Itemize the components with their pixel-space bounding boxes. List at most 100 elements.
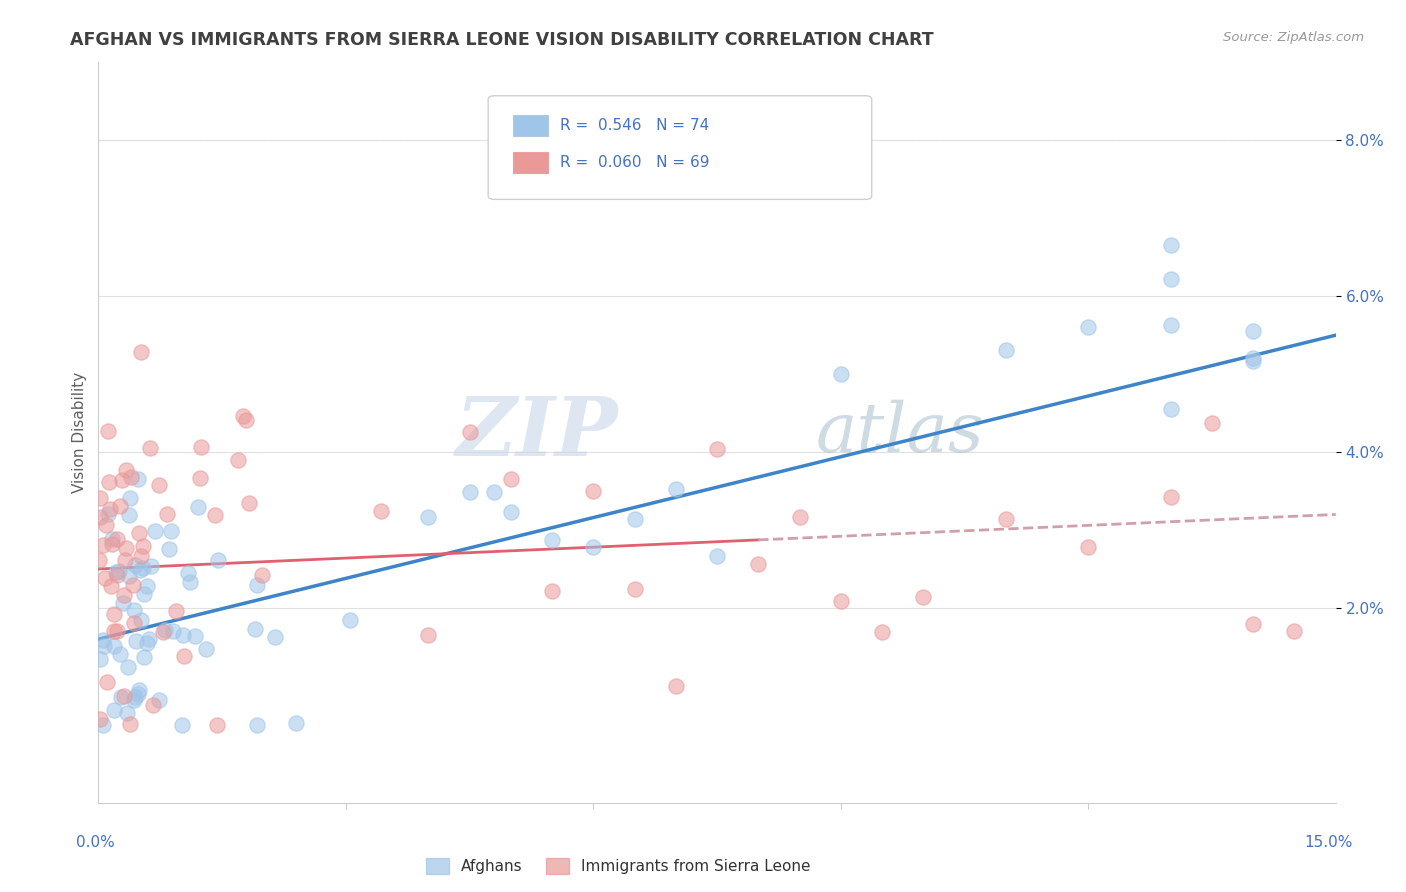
Point: [115, 541, 138, 555]
Point: [706, 549, 728, 563]
Point: [128, 525, 150, 540]
Legend: Afghans, Immigrants from Sierra Leone: Afghans, Immigrants from Sierra Leone: [420, 852, 817, 880]
Point: [1160, 401, 1182, 416]
Point: [1241, 616, 1264, 631]
Point: [100, 532, 122, 546]
Point: [110, 690, 132, 704]
Point: [89, 509, 111, 524]
Point: [162, 624, 184, 639]
Point: [110, 499, 132, 513]
Text: atlas: atlas: [815, 400, 984, 466]
Point: [148, 693, 170, 707]
Point: [124, 690, 146, 704]
Point: [122, 578, 145, 592]
FancyBboxPatch shape: [513, 152, 547, 173]
Point: [100, 536, 122, 550]
Point: [89, 712, 111, 726]
Text: R =  0.546   N = 74: R = 0.546 N = 74: [560, 118, 709, 133]
Point: [108, 647, 131, 661]
Point: [370, 504, 392, 518]
Text: AFGHAN VS IMMIGRANTS FROM SIERRA LEONE VISION DISABILITY CORRELATION CHART: AFGHAN VS IMMIGRANTS FROM SIERRA LEONE V…: [70, 31, 934, 49]
Point: [94, 518, 117, 533]
Point: [152, 625, 174, 640]
Point: [136, 579, 159, 593]
Point: [93, 718, 115, 732]
Point: [1077, 320, 1099, 334]
Point: [138, 632, 160, 646]
Point: [165, 604, 187, 618]
Point: [188, 471, 211, 485]
Text: R =  0.060   N = 69: R = 0.060 N = 69: [560, 155, 710, 169]
Point: [120, 470, 142, 484]
Point: [120, 491, 142, 505]
Point: [118, 569, 141, 583]
Point: [134, 650, 156, 665]
Point: [148, 478, 170, 492]
Point: [125, 633, 148, 648]
Point: [187, 500, 209, 514]
Point: [112, 588, 135, 602]
Point: [104, 565, 127, 579]
Point: [129, 563, 152, 577]
Point: [246, 577, 269, 591]
Point: [830, 367, 852, 381]
Point: [1241, 354, 1264, 368]
Point: [747, 558, 769, 572]
Point: [89, 652, 111, 666]
Text: ZIP: ZIP: [456, 392, 619, 473]
Point: [118, 508, 141, 522]
FancyBboxPatch shape: [513, 115, 547, 136]
Point: [706, 442, 728, 457]
Point: [122, 692, 145, 706]
Point: [115, 706, 138, 721]
Point: [139, 558, 162, 573]
Point: [156, 507, 179, 521]
Point: [157, 542, 180, 557]
Point: [127, 472, 149, 486]
Point: [96, 674, 118, 689]
Point: [127, 687, 149, 701]
Point: [122, 615, 145, 630]
Point: [830, 594, 852, 608]
Point: [97, 475, 120, 490]
Point: [1160, 318, 1182, 332]
Point: [1160, 237, 1182, 252]
Point: [103, 624, 125, 639]
Point: [264, 630, 287, 644]
Point: [204, 508, 226, 522]
Point: [184, 630, 207, 644]
Point: [139, 441, 162, 455]
Point: [418, 510, 440, 524]
Point: [339, 613, 361, 627]
Point: [103, 703, 125, 717]
Point: [243, 622, 266, 636]
Point: [103, 639, 125, 653]
Point: [232, 409, 254, 423]
Point: [98, 502, 121, 516]
Point: [1077, 540, 1099, 554]
Point: [112, 689, 135, 703]
Point: [665, 680, 688, 694]
Point: [665, 483, 688, 497]
Point: [484, 485, 506, 500]
Point: [870, 625, 893, 640]
Point: [194, 641, 217, 656]
Point: [499, 472, 522, 486]
Point: [153, 624, 176, 638]
Point: [129, 614, 152, 628]
Point: [94, 571, 117, 585]
Point: [172, 628, 194, 642]
Point: [173, 649, 195, 664]
Point: [100, 579, 122, 593]
Point: [499, 505, 522, 519]
Point: [235, 412, 257, 426]
Point: [117, 660, 139, 674]
Text: Source: ZipAtlas.com: Source: ZipAtlas.com: [1223, 31, 1364, 45]
Text: 15.0%: 15.0%: [1305, 836, 1353, 850]
Point: [1284, 624, 1306, 638]
Point: [172, 718, 194, 732]
Point: [541, 533, 564, 547]
Point: [226, 452, 249, 467]
Point: [124, 558, 146, 573]
Point: [131, 549, 153, 563]
